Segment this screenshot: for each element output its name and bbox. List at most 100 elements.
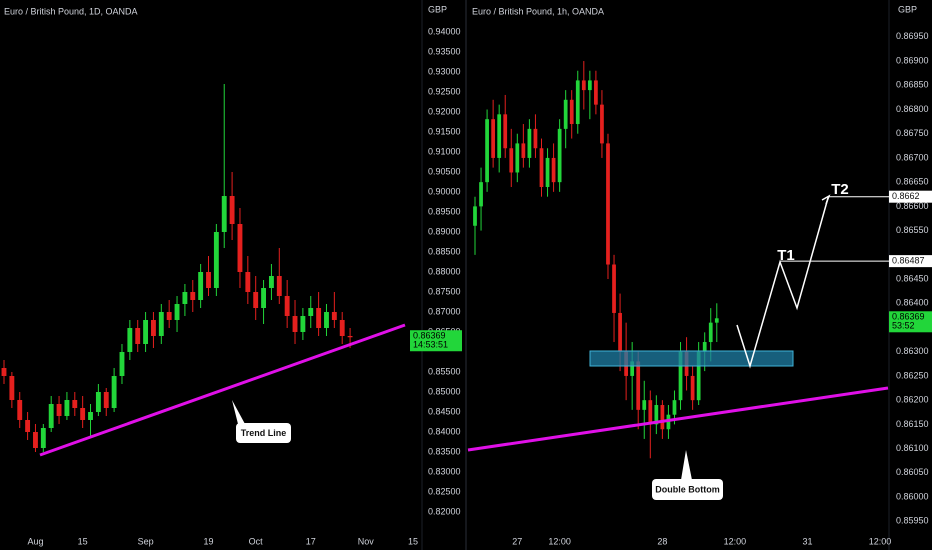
candle-body [25,420,31,432]
candle-body [135,328,141,344]
chart-title: Euro / British Pound, 1h, OANDA [472,6,604,16]
level-label: 0.86487 [892,255,925,265]
candle-body [229,196,235,224]
y-tick-label: 0.86550 [896,225,929,235]
candle-body [9,376,15,400]
y-tick-label: 0.94000 [428,26,461,36]
y-tick-label: 0.88500 [428,246,461,256]
y-tick-label: 0.86950 [896,31,929,41]
y-tick-label: 0.87500 [428,286,461,296]
candle-body [143,320,149,344]
candle-body [1,368,7,376]
candle-body [174,304,180,320]
y-tick-label: 0.86050 [896,467,929,477]
candle-body [268,276,274,288]
level-label-box [889,255,932,268]
y-tick-label: 0.93000 [428,66,461,76]
candle-body [587,80,592,91]
last-price-box [410,330,462,352]
candle-body [237,224,243,272]
annotation: Trend Line [241,428,287,438]
y-tick-label: 0.86100 [896,443,929,453]
candle-body [606,143,610,265]
x-tick-label: 12:00 [869,536,892,546]
y-tick-label: 0.84500 [428,406,461,416]
candle-body [557,128,562,183]
candle-body [527,128,532,158]
candle-body [473,206,477,226]
candle-body [479,182,483,207]
candle-body [509,148,514,173]
callout-pointer [232,400,245,424]
candle-body [515,143,520,173]
y-tick-label: 0.83000 [428,466,461,476]
y-tick-label: 0.92000 [428,106,461,116]
candle-body [48,404,54,428]
y-tick-label: 0.85000 [428,386,461,396]
candle-body [491,119,496,158]
candle-body [672,400,677,415]
annotation: Double Bottom [655,484,720,494]
y-tick-label: 0.84000 [428,426,461,436]
candle-body [119,352,125,376]
y-tick-label: 0.86600 [896,201,929,211]
candle-body [80,408,86,420]
y-tick-label: 0.86150 [896,419,929,429]
candle-body [198,272,204,300]
candle-body [533,128,538,149]
candle-body [347,336,353,338]
annotation: T2 [831,181,849,198]
candle-body [88,412,93,420]
candle-body [276,276,282,296]
candle-body [545,157,550,188]
candle-body [666,414,671,430]
candle-body [648,400,653,425]
y-tick-label: 0.85500 [428,366,461,376]
candle-body [182,292,188,304]
candle-body [166,312,172,320]
callout-pointer [681,450,692,480]
candle-body [300,316,306,332]
callout-box [236,423,291,443]
candle-body [158,312,164,336]
candle-body [331,312,337,320]
currency: GBP [428,4,447,14]
candle-body [72,400,78,408]
arrow-head [821,194,831,205]
candle-body [485,119,489,183]
y-tick-label: 0.85950 [896,516,929,526]
candle-body [642,400,647,410]
candle-body [95,392,101,412]
level-label: 0.8662 [892,191,920,201]
x-tick-label: Oct [249,536,264,546]
candle-body [292,316,298,332]
candle-body [636,361,641,410]
y-tick-label: 0.86700 [896,152,929,162]
candle-body [56,404,62,416]
x-tick-label: 28 [657,536,667,546]
x-tick-label: 17 [306,536,316,546]
candle-body [127,328,133,352]
candle-body [563,99,568,129]
y-tick-label: 0.86850 [896,80,929,90]
candle-body [569,99,574,125]
candle-body [654,405,659,425]
candle-body [245,272,251,292]
candle-body [594,80,598,105]
x-tick-label: 12:00 [548,536,571,546]
candle-body [324,312,329,328]
candle-body [253,292,259,308]
y-tick-label: 0.86200 [896,395,929,405]
y-tick-label: 0.90500 [428,166,461,176]
candle-body [696,351,701,401]
candle-body [702,342,707,352]
last-price-box [889,311,932,333]
x-tick-label: 12:00 [724,536,747,546]
y-tick-label: 0.87000 [428,306,461,316]
candle-body [213,232,219,288]
candle-body [64,400,70,416]
y-tick-label: 0.91500 [428,126,461,136]
candle-body [521,143,526,158]
candle-body [660,405,665,430]
